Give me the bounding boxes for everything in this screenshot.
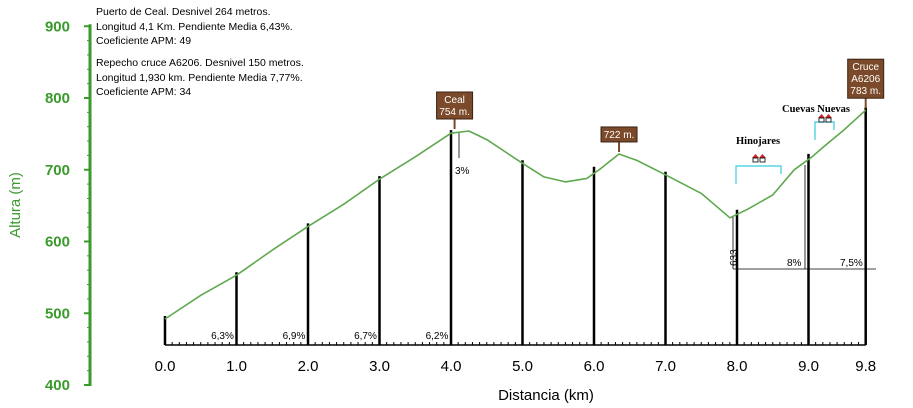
km-marker-lines (163, 107, 867, 345)
y-tick-label: 800 (45, 90, 70, 107)
x-tick-label: 2.0 (298, 358, 319, 375)
info-line: Longitud 1,930 km. Pendiente Media 7,77%… (96, 71, 303, 84)
grade-8-label: 8% (787, 258, 802, 269)
sign-label: Ceal (444, 95, 465, 106)
info-line: Coeficiente APM: 34 (96, 86, 192, 98)
x-tick-label: 4.0 (441, 358, 462, 375)
valley-altitude-label: 633 (729, 249, 740, 266)
x-tick-label: 6.0 (584, 358, 605, 375)
sign-board (600, 126, 638, 143)
sign-label: 783 m. (850, 86, 881, 97)
sign-label: Cruce (852, 62, 879, 73)
y-tick-label: 700 (45, 162, 70, 179)
x-tick-label: 1.0 (226, 358, 247, 375)
axes (84, 24, 866, 386)
grade-label: 6,9% (283, 331, 306, 342)
x-tick-label: 8.0 (727, 358, 748, 375)
hinojares-label: Hinojares (736, 136, 780, 147)
grade-label: 6,7% (354, 331, 377, 342)
sign-board (436, 91, 474, 120)
info-line: Longitud 4,1 Km. Pendiente Media 6,43%. (96, 20, 293, 33)
y-tick-label: 500 (45, 305, 70, 322)
grade-label: 6,3% (211, 331, 234, 342)
house-icon (752, 154, 759, 158)
house-icon (759, 157, 766, 163)
info-line: Repecho cruce A6206. Desnivel 150 metros… (96, 57, 304, 69)
info-line: Puerto de Ceal. Desnivel 264 metros. (96, 6, 271, 18)
sign-label: 722 m. (604, 130, 635, 141)
x-axis-label: Distancia (km) (498, 387, 594, 404)
sign-label: A6206 (851, 74, 880, 85)
house-icon (825, 117, 832, 123)
x-tick-label: 0.0 (155, 358, 176, 375)
house-icon (825, 114, 832, 118)
sign-board (847, 58, 885, 99)
y-axis-label: Altura (m) (7, 172, 24, 238)
info-line: Coeficiente APM: 49 (96, 35, 192, 47)
house-icon (752, 157, 759, 163)
elevation-line (164, 109, 867, 320)
info-block-ceal: Puerto de Ceal. Desnivel 264 metros. Lon… (96, 5, 293, 49)
x-tick-label: 5.0 (512, 358, 533, 375)
grade-75-label: 7,5% (840, 258, 863, 269)
house-icon (759, 154, 766, 158)
y-tick-label: 400 (45, 377, 70, 394)
labels: 400 500 600 700 800 900 Altura (m) 0.0 1.0 2.0 3.0… (7, 18, 876, 404)
cuevas-nuevas-bracket (814, 121, 835, 140)
grade-label: 6,2% (426, 331, 449, 342)
house-icon (818, 117, 825, 123)
x-tick-label: 9.8 (855, 358, 876, 375)
profile-line (164, 109, 867, 320)
x-tick-label: 9.0 (798, 358, 819, 375)
y-tick-label: 600 (45, 234, 70, 251)
house-icon (818, 114, 825, 118)
annotations: 3% 633 8% 7,5% Hinojares Cuevas Nuevas (455, 104, 876, 270)
hinojares-bracket (735, 165, 782, 184)
cuevas-nuevas-label: Cuevas Nuevas (782, 104, 850, 115)
sign-label: 754 m. (439, 107, 470, 118)
ceal-grade-label: 3% (455, 166, 470, 177)
info-block-repecho: Repecho cruce A6206. Desnivel 150 metros… (96, 56, 304, 100)
y-tick-label: 900 (45, 18, 70, 35)
x-tick-label: 7.0 (655, 358, 676, 375)
x-tick-label: 3.0 (369, 358, 390, 375)
